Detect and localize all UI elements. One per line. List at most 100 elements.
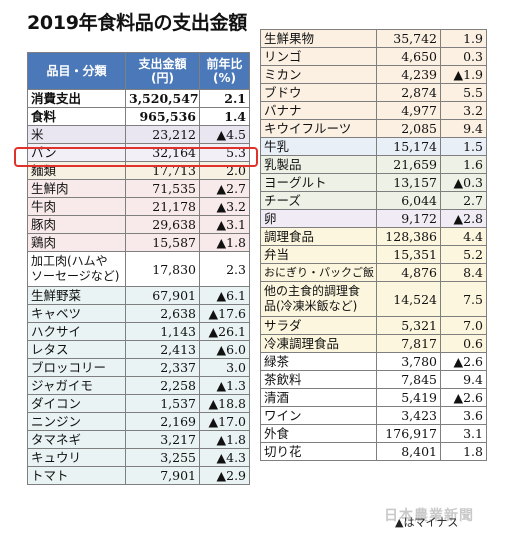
amount-cell: 2,638 [125,304,200,323]
change-cell: ▲4.5 [199,125,250,144]
table-row: 卵 9,172 ▲2.8 [260,209,487,228]
item-label: 乳製品 [260,155,377,174]
change-cell: ▲2.6 [440,352,487,371]
amount-cell: 3,780 [376,352,441,371]
amount-cell: 3,255 [125,448,200,467]
item-label: 外食 [260,424,377,443]
table-row: ヨーグルト 13,157 ▲0.3 [260,173,487,192]
table-row: ジャガイモ 2,258 ▲1.3 [27,376,250,395]
change-cell: ▲17.0 [199,412,250,431]
amount-cell: 4,876 [376,263,441,282]
amount-cell: 29,638 [125,215,200,234]
highlight-box-bread [14,147,258,167]
item-label: ジャガイモ [27,376,126,395]
table-row: ブロッコリー 2,337 3.0 [27,358,250,377]
amount-cell: 4,977 [376,101,441,120]
table-row: ブドウ 2,874 5.5 [260,83,487,102]
item-label: 冷凍調理食品 [260,334,377,353]
change-cell: 3.0 [199,358,250,377]
table-row: タマネギ 3,217 ▲1.8 [27,430,250,449]
item-label: 牛乳 [260,137,377,156]
note-text: ▲はマイナス [395,516,459,529]
amount-cell: 7,817 [376,334,441,353]
amount-cell: 4,239 [376,65,441,84]
amount-cell: 7,845 [376,370,441,389]
table-row: ニンジン 2,169 ▲17.0 [27,412,250,431]
table-row: 冷凍調理食品 7,817 0.6 [260,334,487,353]
item-label: 弁当 [260,245,377,264]
amount-cell: 7,901 [125,466,200,485]
change-cell: 1.4 [199,107,250,126]
amount-cell: 6,044 [376,191,441,210]
change-cell: ▲6.0 [199,340,250,359]
left-table-body: 消費支出 3,520,547 2.1 食料 965,536 1.4 米 23,212 ▲4.5 パ… [27,89,250,485]
amount-cell: 15,174 [376,137,441,156]
change-cell: 3.1 [440,424,487,443]
item-label: バナナ [260,101,377,120]
change-cell: 9.4 [440,119,487,138]
change-cell: ▲1.8 [199,233,250,252]
amount-cell: 13,157 [376,173,441,192]
amount-cell: 1,537 [125,394,200,413]
amount-cell: 3,217 [125,430,200,449]
change-cell: 0.3 [440,47,487,66]
change-cell: 2.3 [199,251,250,287]
amount-cell: 176,917 [376,424,441,443]
item-label: キュウリ [27,448,126,467]
table-row: 清酒 5,419 ▲2.6 [260,388,487,407]
amount-cell: 9,172 [376,209,441,228]
item-label: おにぎり・パックご飯 [260,263,377,282]
table-row: 緑茶 3,780 ▲2.6 [260,352,487,371]
table-row: チーズ 6,044 2.7 [260,191,487,210]
table-row: バナナ 4,977 3.2 [260,101,487,120]
change-cell: ▲2.6 [440,388,487,407]
item-label: 豚肉 [27,215,126,234]
item-label: 生鮮肉 [27,179,126,198]
table-row: 消費支出 3,520,547 2.1 [27,89,250,108]
item-label: ニンジン [27,412,126,431]
amount-cell: 5,419 [376,388,441,407]
table-row: キウイフルーツ 2,085 9.4 [260,119,487,138]
item-label: 茶飲料 [260,370,377,389]
change-cell: 1.8 [440,442,487,461]
change-cell: ▲1.3 [199,376,250,395]
amount-cell: 1,143 [125,322,200,341]
change-cell: 3.6 [440,406,487,425]
header-amount: 支出金額 (円) [125,52,200,90]
amount-cell: 2,413 [125,340,200,359]
table-row: レタス 2,413 ▲6.0 [27,340,250,359]
item-label: 食料 [27,107,126,126]
table-row: 豚肉 29,638 ▲3.1 [27,215,250,234]
credit-text: 日本農業新聞 [384,508,474,524]
right-expenditure-table: 生鮮果物 35,742 1.9 リンゴ 4,650 0.3 ミカン 4,239 ▲1.9 ブドウ 2… [260,29,487,461]
change-cell: 8.4 [440,263,487,282]
amount-cell: 5,321 [376,316,441,335]
item-label: キャベツ [27,304,126,323]
change-cell: ▲18.8 [199,394,250,413]
item-label: ミカン [260,65,377,84]
amount-cell: 35,742 [376,29,441,48]
change-cell: 7.0 [440,316,487,335]
change-cell: ▲2.9 [199,466,250,485]
item-label: レタス [27,340,126,359]
change-cell: 3.2 [440,101,487,120]
change-cell: 2.7 [440,191,487,210]
change-cell: ▲1.8 [199,430,250,449]
amount-cell: 14,524 [376,281,441,317]
table-row: キャベツ 2,638 ▲17.6 [27,304,250,323]
amount-cell: 15,587 [125,233,200,252]
amount-cell: 67,901 [125,286,200,305]
item-label: 卵 [260,209,377,228]
table-header-row: 品目・分類 支出金額 (円) 前年比 (%) [27,52,250,90]
item-label: 加工肉(ハムや ソーセージなど) [27,251,126,287]
item-label: ブロッコリー [27,358,126,377]
right-table-body: 生鮮果物 35,742 1.9 リンゴ 4,650 0.3 ミカン 4,239 ▲1.9 ブドウ 2… [260,29,487,461]
change-cell: ▲26.1 [199,322,250,341]
header-change: 前年比 (%) [199,52,250,90]
table-row: トマト 7,901 ▲2.9 [27,466,250,485]
amount-cell: 8,401 [376,442,441,461]
table-row: 調理食品 128,386 4.4 [260,227,487,246]
change-cell: ▲17.6 [199,304,250,323]
change-cell: ▲4.3 [199,448,250,467]
change-cell: 7.5 [440,281,487,317]
